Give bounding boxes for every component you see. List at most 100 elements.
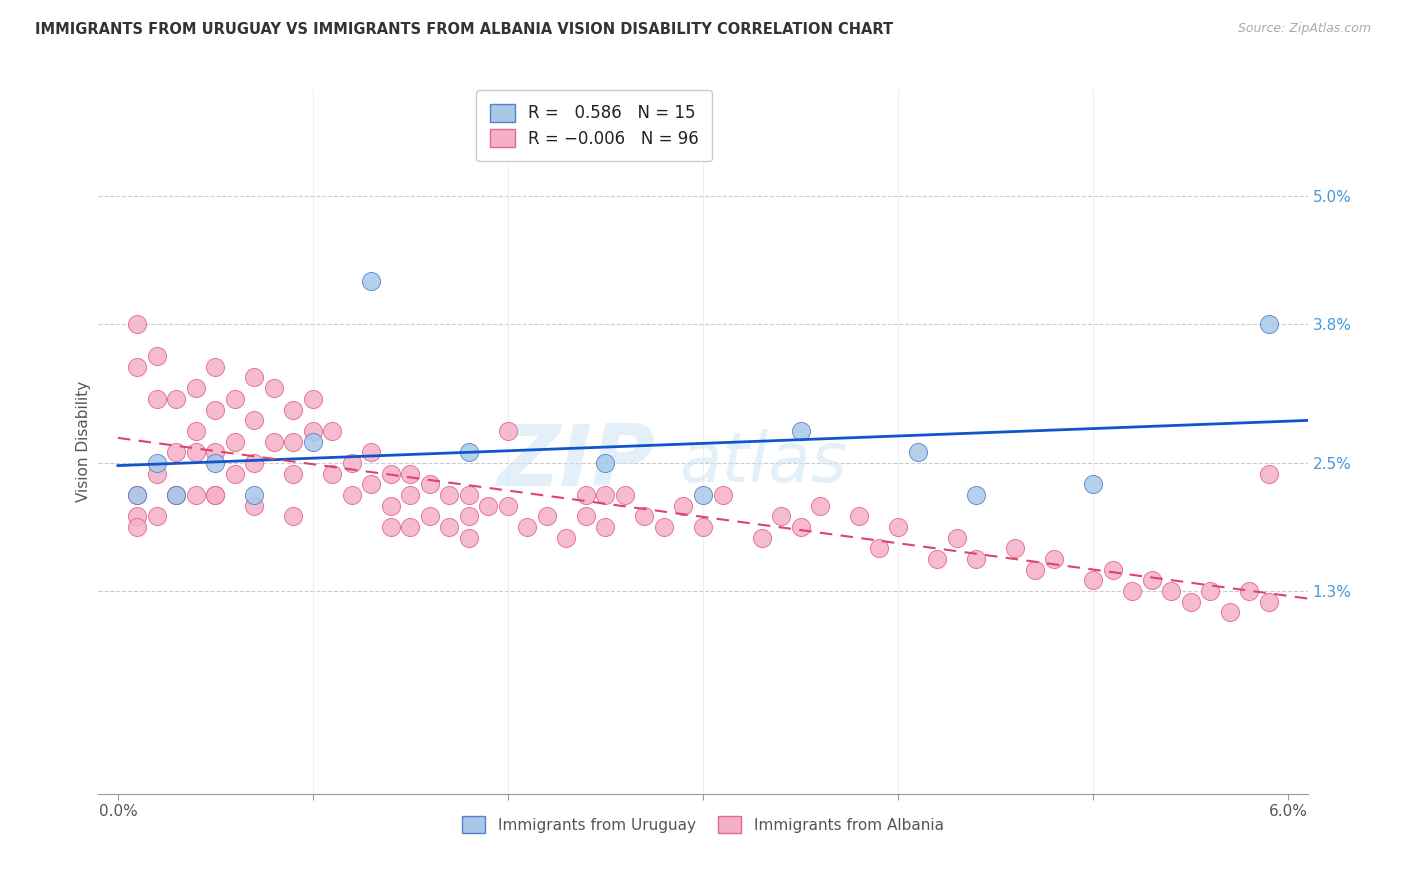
Point [360, 274, 382, 288]
Point [204, 402, 226, 417]
Point [224, 392, 246, 406]
Point [496, 499, 519, 513]
Point [243, 456, 266, 470]
Point [769, 509, 792, 524]
Point [458, 531, 481, 545]
Point [1257, 467, 1279, 481]
Point [165, 392, 187, 406]
Point [672, 499, 695, 513]
Point [184, 381, 207, 395]
Point [614, 488, 637, 502]
Point [204, 456, 226, 470]
Point [127, 509, 149, 524]
Point [146, 509, 169, 524]
Point [127, 317, 149, 331]
Point [243, 413, 266, 427]
Point [146, 456, 169, 470]
Point [340, 456, 363, 470]
Point [458, 509, 481, 524]
Point [907, 445, 929, 459]
Point [204, 359, 226, 374]
Point [399, 467, 422, 481]
Point [321, 424, 343, 438]
Point [283, 402, 305, 417]
Point [263, 434, 285, 449]
Point [184, 445, 207, 459]
Point [595, 456, 617, 470]
Point [380, 499, 402, 513]
Point [575, 488, 598, 502]
Point [868, 541, 890, 556]
Point [1024, 563, 1046, 577]
Point [380, 520, 402, 534]
Point [808, 499, 831, 513]
Point [925, 552, 948, 566]
Point [360, 477, 382, 491]
Point [399, 488, 422, 502]
Text: atlas: atlas [679, 429, 846, 496]
Point [1081, 477, 1104, 491]
Point [127, 520, 149, 534]
Point [439, 488, 461, 502]
Point [340, 488, 363, 502]
Point [496, 424, 519, 438]
Point [146, 467, 169, 481]
Point [1043, 552, 1066, 566]
Point [945, 531, 967, 545]
Point [1081, 574, 1104, 588]
Point [165, 488, 187, 502]
Point [458, 445, 481, 459]
Text: IMMIGRANTS FROM URUGUAY VS IMMIGRANTS FROM ALBANIA VISION DISABILITY CORRELATION: IMMIGRANTS FROM URUGUAY VS IMMIGRANTS FR… [35, 22, 893, 37]
Point [127, 359, 149, 374]
Point [419, 477, 441, 491]
Point [1101, 563, 1123, 577]
Point [1180, 595, 1202, 609]
Point [439, 520, 461, 534]
Point [1219, 606, 1241, 620]
Point [283, 434, 305, 449]
Point [458, 488, 481, 502]
Point [536, 509, 558, 524]
Point [692, 488, 714, 502]
Point [184, 488, 207, 502]
Point [789, 424, 811, 438]
Point [1121, 584, 1143, 599]
Point [751, 531, 773, 545]
Point [711, 488, 734, 502]
Point [633, 509, 655, 524]
Point [360, 445, 382, 459]
Point [887, 520, 910, 534]
Point [243, 370, 266, 384]
Point [302, 424, 325, 438]
Legend: Immigrants from Uruguay, Immigrants from Albania: Immigrants from Uruguay, Immigrants from… [457, 810, 949, 839]
Point [224, 434, 246, 449]
Point [555, 531, 578, 545]
Point [1237, 584, 1260, 599]
Point [1257, 317, 1279, 331]
Point [1004, 541, 1026, 556]
Point [224, 467, 246, 481]
Point [146, 392, 169, 406]
Point [263, 381, 285, 395]
Point [321, 467, 343, 481]
Point [419, 509, 441, 524]
Point [146, 349, 169, 363]
Point [127, 488, 149, 502]
Text: Source: ZipAtlas.com: Source: ZipAtlas.com [1237, 22, 1371, 36]
Point [1199, 584, 1222, 599]
Point [399, 520, 422, 534]
Point [165, 488, 187, 502]
Point [184, 424, 207, 438]
Point [1140, 574, 1163, 588]
Y-axis label: Vision Disability: Vision Disability [76, 381, 91, 502]
Point [516, 520, 538, 534]
Point [243, 499, 266, 513]
Point [243, 488, 266, 502]
Point [283, 509, 305, 524]
Point [165, 488, 187, 502]
Point [575, 509, 598, 524]
Point [1257, 595, 1279, 609]
Point [204, 488, 226, 502]
Point [204, 488, 226, 502]
Point [127, 488, 149, 502]
